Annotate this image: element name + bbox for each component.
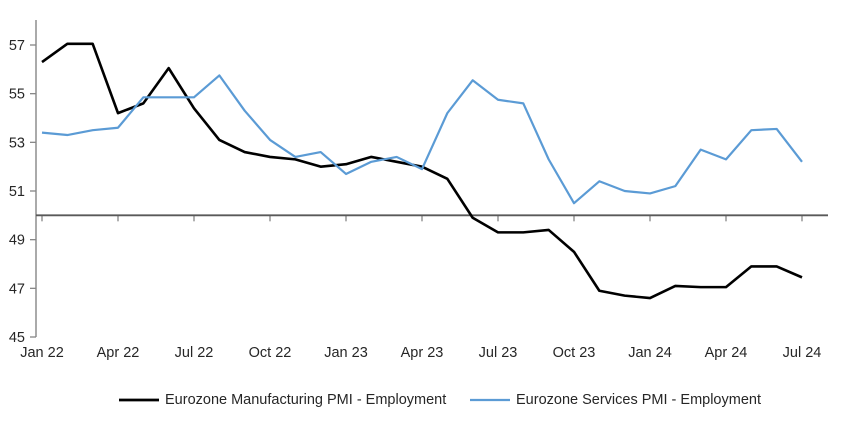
y-axis: 45 47 49 51 53 55 57 — [9, 20, 37, 346]
x-tick-label: Apr 24 — [705, 345, 748, 361]
x-tick-label: Apr 23 — [401, 345, 444, 361]
series-lines — [41, 42, 803, 300]
x-tick-label: Oct 22 — [249, 345, 292, 361]
series-line-services — [41, 74, 803, 205]
y-tick-label: 51 — [9, 184, 25, 200]
chart-legend: Eurozone Manufacturing PMI - Employment E… — [119, 392, 761, 408]
x-axis: Jan 22 Apr 22 Jul 22 Oct 22 Jan 23 Apr 23 Jul … — [20, 215, 821, 361]
x-tick-label: Jul 22 — [175, 345, 214, 361]
y-tick-label: 49 — [9, 233, 25, 249]
x-tick-label: Jan 22 — [20, 345, 64, 361]
y-tick-label: 57 — [9, 38, 25, 54]
x-tick-label: Jan 24 — [628, 345, 672, 361]
y-tick-label: 53 — [9, 135, 25, 151]
series-line-manufacturing — [41, 42, 803, 300]
x-tick-label: Jul 24 — [783, 345, 822, 361]
x-tick-label: Oct 23 — [553, 345, 596, 361]
legend-label-manufacturing: Eurozone Manufacturing PMI - Employment — [165, 392, 446, 408]
x-tick-label: Jul 23 — [479, 345, 518, 361]
y-tick-label: 47 — [9, 281, 25, 297]
legend-label-services: Eurozone Services PMI - Employment — [516, 392, 761, 408]
x-tick-label: Apr 22 — [97, 345, 140, 361]
x-tick-label: Jan 23 — [324, 345, 368, 361]
y-tick-label: 55 — [9, 87, 25, 103]
y-tick-label: 45 — [9, 330, 25, 346]
